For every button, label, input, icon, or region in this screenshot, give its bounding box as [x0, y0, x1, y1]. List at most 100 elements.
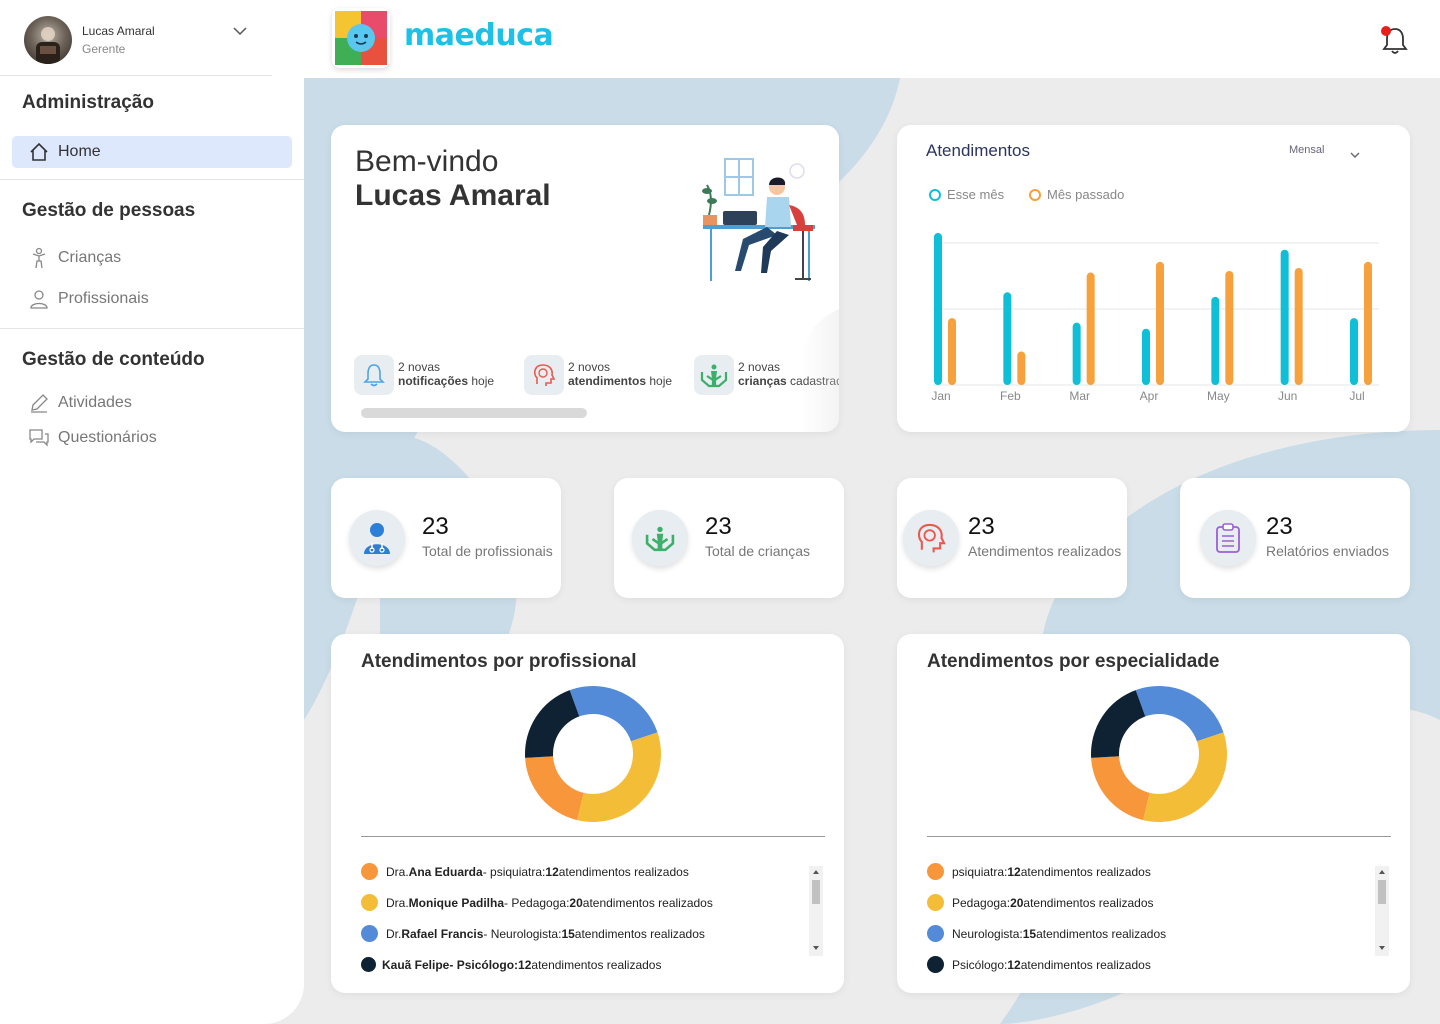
scroll-up-icon [1379, 870, 1385, 874]
x-tick-label: Jun [1278, 389, 1297, 403]
hands-icon [632, 510, 688, 566]
notification-bell-icon[interactable] [1380, 24, 1410, 56]
legend-marker [929, 188, 941, 201]
bar-current-apr [1142, 328, 1150, 385]
bar-current-may [1211, 296, 1220, 385]
vertical-scrollbar[interactable] [809, 866, 823, 956]
stat-value: 23 [1266, 513, 1293, 540]
legend-current: Esse mês [929, 187, 1004, 202]
welcome-greeting: Bem-vindo [355, 145, 499, 178]
horizontal-scrollbar[interactable] [361, 408, 587, 418]
pencil-icon [28, 392, 50, 414]
info-line1: 2 novas [738, 360, 781, 374]
legend-dot [927, 956, 944, 973]
card-fade [801, 305, 839, 432]
bar-previous-jun [1294, 267, 1303, 385]
sidebar-item-criancas[interactable]: Crianças [12, 242, 292, 274]
stat-label: Total de profissionais [422, 543, 553, 559]
legend-marker [1029, 188, 1041, 201]
list-item: psiquiatra: 12 atendimentos realizados [927, 856, 1377, 887]
section-gestao-pessoas: Gestão de pessoas [22, 200, 196, 221]
info-line2: notificações hoje [398, 374, 495, 388]
chart-title: Atendimentos [926, 141, 1030, 160]
head-icon [524, 355, 564, 395]
divider [0, 179, 304, 180]
divider [0, 75, 272, 76]
divider [361, 836, 825, 837]
woman-at-desk-illustration [697, 155, 817, 290]
card-title: Atendimentos por profissional [361, 651, 637, 672]
stat-card-professionals[interactable]: 23 Total de profissionais [331, 478, 561, 598]
sidebar-item-home[interactable]: Home [12, 136, 292, 168]
x-tick-label: Jan [931, 389, 950, 403]
sidebar: Lucas Amaral Gerente Administração Home … [0, 0, 304, 1024]
stat-label: Total de crianças [705, 543, 811, 559]
chat-icon [28, 427, 50, 449]
section-gestao-conteudo: Gestão de conteúdo [22, 349, 205, 370]
chevron-down-icon[interactable] [1349, 147, 1361, 158]
scroll-thumb [1378, 880, 1386, 904]
sidebar-item-label: Profissionais [58, 290, 149, 307]
stat-label: Relatórios enviados [1266, 543, 1389, 559]
sidebar-item-label: Atividades [58, 394, 132, 411]
by-specialty-card: Atendimentos por especialidade psiquiatr… [897, 634, 1410, 993]
legend-label: Mês passado [1047, 187, 1125, 202]
head-icon [903, 510, 959, 566]
legend-dot [927, 863, 944, 880]
bar-current-feb [1003, 292, 1012, 385]
legend-label: Esse mês [947, 187, 1005, 202]
sidebar-item-profissionais[interactable]: Profissionais [12, 283, 292, 315]
bar-previous-jul [1364, 261, 1372, 385]
home-icon [28, 141, 50, 163]
period-select[interactable]: Mensal [1289, 144, 1325, 156]
user-menu[interactable]: Lucas Amaral Gerente [24, 16, 272, 64]
user-name: Lucas Amaral [82, 24, 155, 38]
legend-dot [927, 925, 944, 942]
clipboard-icon [1200, 510, 1256, 566]
list-item: Dra. Monique Padilha - Pedagoga: 20 aten… [361, 887, 811, 918]
scroll-up-icon [813, 870, 819, 874]
sidebar-item-questionarios[interactable]: Questionários [12, 422, 292, 454]
divider [927, 836, 1391, 837]
avatar [24, 16, 72, 64]
stat-card-reports[interactable]: 23 Relatórios enviados [1180, 478, 1410, 598]
attendance-bar-chart: Jan Feb Mar Apr May Jun Jul [931, 233, 1379, 403]
professional-list: Dra. Ana Eduarda - psiquiatra: 12 atendi… [361, 856, 811, 980]
welcome-card: Bem-vindo Lucas Amaral [331, 125, 839, 432]
donut-slice-0 [1135, 686, 1224, 742]
scroll-thumb [812, 880, 820, 904]
donut-slice-3 [525, 690, 580, 758]
sidebar-item-label: Home [58, 143, 101, 160]
sidebar-item-label: Crianças [58, 249, 122, 266]
bar-previous-jan [948, 318, 956, 385]
donut-slice-1 [1143, 732, 1227, 822]
chevron-down-icon[interactable] [232, 24, 248, 38]
legend-dot [361, 925, 378, 942]
list-item: Pedagoga: 20 atendimentos realizados [927, 887, 1377, 918]
child-icon [28, 247, 50, 269]
donut-slice-2 [525, 756, 584, 821]
bar-previous-mar [1086, 272, 1095, 385]
x-tick-label: Apr [1140, 389, 1159, 403]
scroll-down-icon [813, 946, 819, 950]
list-item: Dra. Ana Eduarda - psiquiatra: 12 atendi… [361, 856, 811, 887]
stat-value: 23 [968, 513, 995, 540]
legend-dot [361, 957, 376, 972]
legend-dot [927, 894, 944, 911]
card-title: Atendimentos por especialidade [927, 651, 1220, 672]
vertical-scrollbar[interactable] [1375, 866, 1389, 956]
bar-previous-may [1225, 271, 1234, 385]
sidebar-item-atividades[interactable]: Atividades [12, 387, 292, 419]
bell-icon [354, 355, 394, 395]
app-logo[interactable] [332, 8, 390, 68]
list-item: Neurologista: 15 atendimentos realizados [927, 918, 1377, 949]
stat-card-children[interactable]: 23 Total de crianças [614, 478, 844, 598]
x-tick-label: Feb [1000, 389, 1021, 403]
donut-slice-1 [577, 732, 661, 822]
list-item: Psicólogo: 12 atendimentos realizados [927, 949, 1377, 980]
bar-current-mar [1072, 322, 1081, 385]
welcome-user-name: Lucas Amaral [355, 179, 551, 212]
stat-card-appointments[interactable]: 23 Atendimentos realizados [897, 478, 1127, 598]
bar-current-jun [1280, 249, 1289, 385]
specialty-list: psiquiatra: 12 atendimentos realizados P… [927, 856, 1377, 980]
